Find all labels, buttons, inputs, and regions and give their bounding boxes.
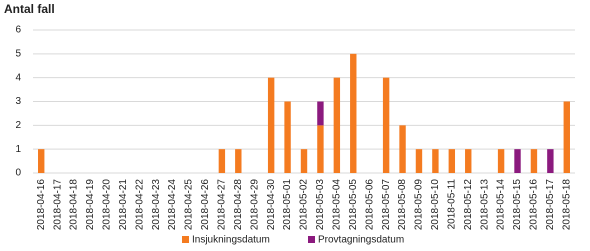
bar: [530, 149, 538, 173]
y-tick-label: 3: [15, 96, 21, 107]
x-tick-label: 2018-05-17: [545, 179, 556, 231]
x-tick-label: 2018-05-07: [381, 179, 392, 231]
bar: [284, 101, 291, 173]
bar: [497, 149, 505, 173]
y-tick-label: 6: [15, 25, 21, 36]
bar: [218, 149, 226, 173]
bar: [235, 149, 242, 173]
legend-swatch: [182, 236, 189, 243]
bar: [547, 149, 554, 173]
x-tick-label: 2018-04-26: [200, 179, 211, 231]
x-tick-label: 2018-04-17: [52, 179, 63, 231]
x-tick-label: 2018-05-13: [479, 179, 490, 231]
x-tick-label: 2018-05-01: [282, 179, 293, 231]
x-tick-label: 2018-05-09: [414, 179, 425, 231]
x-tick-label: 2018-05-11: [446, 179, 457, 230]
bar: [382, 77, 390, 173]
bar: [333, 77, 341, 173]
x-tick-label: 2018-05-14: [496, 179, 507, 231]
x-tick-label: 2018-04-19: [85, 179, 96, 231]
bar: [317, 125, 324, 173]
x-tick-label: 2018-04-29: [249, 179, 260, 231]
bar: [448, 149, 456, 173]
y-tick-label: 1: [15, 144, 21, 155]
x-tick-label: 2018-04-20: [102, 179, 113, 231]
x-tick-label: 2018-05-03: [315, 179, 326, 231]
y-tick-label: 5: [15, 48, 21, 59]
x-tick-label: 2018-04-23: [151, 179, 162, 231]
x-tick-label: 2018-05-04: [331, 179, 342, 231]
x-tick-label: 2018-04-25: [184, 179, 195, 231]
legend-label: Provtagningsdatum: [318, 235, 404, 246]
y-axis-title: Antal fall: [4, 2, 55, 16]
bar: [399, 125, 406, 173]
bar: [432, 149, 439, 173]
x-tick-label: 2018-05-16: [529, 179, 540, 231]
x-tick-label: 2018-04-30: [266, 179, 277, 231]
x-tick-label: 2018-04-27: [217, 179, 228, 231]
x-tick-label: 2018-04-22: [134, 179, 145, 231]
y-tick-label: 2: [15, 120, 21, 131]
x-tick-label: 2018-05-02: [299, 179, 310, 231]
x-tick-label: 2018-05-05: [348, 179, 359, 231]
x-tick-label: 2018-04-18: [69, 179, 80, 231]
bar: [350, 53, 357, 174]
bar: [317, 101, 324, 126]
legend-label: Insjukningsdatum: [192, 235, 270, 246]
x-tick-label: 2018-04-21: [118, 179, 129, 231]
bar: [415, 149, 423, 173]
bar: [267, 77, 275, 173]
y-tick-label: 0: [15, 168, 21, 179]
x-tick-label: 2018-05-06: [364, 179, 375, 231]
x-tick-label: 2018-05-18: [561, 179, 572, 231]
legend-swatch: [308, 236, 315, 243]
bar: [300, 149, 308, 173]
x-tick-label: 2018-05-10: [430, 179, 441, 231]
bar: [38, 149, 45, 173]
y-tick-label: 4: [15, 72, 21, 83]
x-tick-label: 2018-04-28: [233, 179, 244, 231]
x-tick-label: 2018-05-08: [397, 179, 408, 231]
bar: [465, 149, 472, 173]
bar: [563, 101, 570, 173]
x-tick-label: 2018-04-16: [36, 179, 47, 231]
x-tick-label: 2018-05-12: [463, 179, 474, 231]
x-tick-label: 2018-05-15: [512, 179, 523, 231]
bar: [514, 149, 521, 173]
x-tick-label: 2018-04-24: [167, 179, 178, 231]
